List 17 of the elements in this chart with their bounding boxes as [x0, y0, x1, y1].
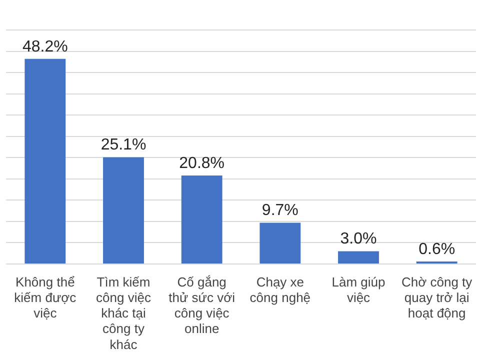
bar [260, 222, 301, 264]
bar [181, 176, 222, 264]
data-label: 20.8% [179, 154, 225, 172]
data-label: 3.0% [340, 230, 377, 248]
x-tick-label: Chạy xe công nghệ [250, 274, 311, 305]
data-label: 0.6% [418, 240, 456, 258]
bar [103, 157, 144, 264]
data-label: 48.2% [22, 38, 68, 56]
x-tick-label: Tìm kiếm công việc khác tại công ty khác [96, 274, 152, 352]
x-tick-label: Cố gắng thử sức với công việc online [168, 274, 236, 336]
data-label: 9.7% [262, 202, 298, 220]
x-tick-label: Chờ công ty quay trở lại hoạt động [401, 274, 473, 321]
x-tick-label: Làm giúp việc [332, 274, 386, 305]
x-tick-label: Không thể kiếm được việc [14, 274, 77, 321]
bar [24, 58, 66, 264]
data-label: 25.1% [100, 136, 146, 154]
bar [338, 251, 379, 264]
